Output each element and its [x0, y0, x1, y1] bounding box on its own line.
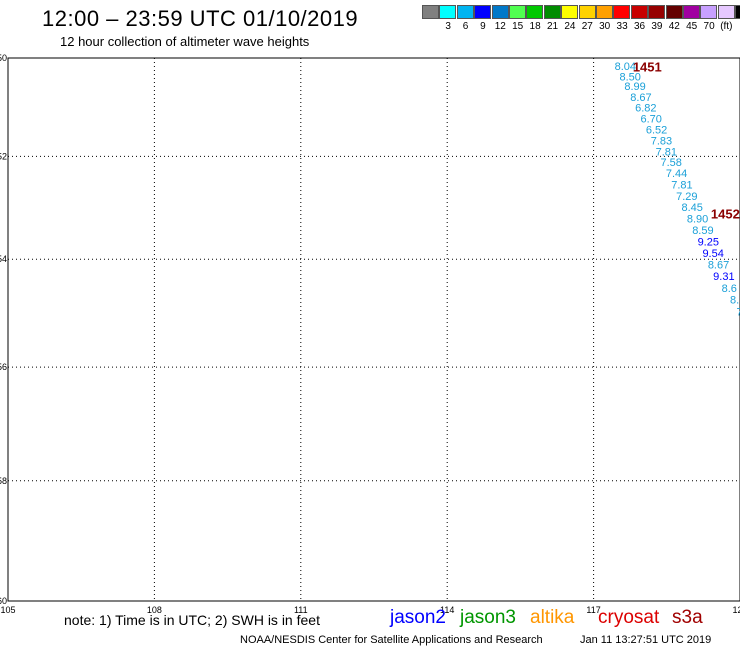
- credit-text: NOAA/NESDIS Center for Satellite Applica…: [240, 634, 543, 646]
- wave-height-label: 8.59: [692, 225, 713, 237]
- wave-height-label: 7.58: [660, 157, 681, 169]
- legend-label: 30: [599, 21, 611, 32]
- legend-swatch: [561, 5, 579, 19]
- wave-height-label: 9.31: [713, 271, 734, 283]
- wave-height-label: 9.25: [698, 236, 719, 248]
- legend-swatch: [439, 5, 457, 19]
- wave-height-label: 9.54: [702, 248, 723, 260]
- time-label: 1452: [711, 206, 740, 221]
- latitude-tick-label: -54: [0, 254, 7, 264]
- wave-height-label: 8.6: [722, 283, 737, 295]
- satellite-s3a: s3a: [672, 607, 703, 628]
- satellite-altika: altika: [530, 607, 575, 628]
- wave-height-label: 8.50: [619, 71, 640, 83]
- map-frame: [7, 57, 740, 602]
- legend-swatch: [474, 5, 492, 19]
- wave-height-label: 8.45: [681, 202, 702, 214]
- legend-unit: (ft): [720, 21, 733, 32]
- latitude-tick-label: -56: [0, 362, 7, 372]
- wave-height-label: 6.82: [635, 103, 656, 115]
- legend-swatch: [509, 5, 526, 19]
- legend-swatch: [630, 5, 648, 19]
- wave-height-label: 8.04: [615, 61, 636, 73]
- longitude-tick-label: 120: [732, 605, 740, 615]
- legend-label: 15: [512, 21, 524, 32]
- legend-label: 45: [686, 21, 698, 32]
- legend-label: 6: [462, 21, 469, 32]
- longitude-tick-label: 108: [147, 605, 162, 615]
- latitude-tick-label: -52: [0, 151, 7, 161]
- legend-swatch: [700, 5, 718, 19]
- latitude-tick-label: -50: [0, 53, 7, 63]
- legend-swatch: [665, 5, 683, 19]
- legend-label: 33: [616, 21, 628, 32]
- satellite-jason2: jason2: [390, 607, 446, 628]
- longitude-tick-label: 114: [440, 605, 454, 615]
- timestamp-text: Jan 11 13:27:51 UTC 2019: [580, 634, 712, 646]
- wave-height-label: 7.81: [671, 180, 692, 192]
- legend-label: 24: [564, 21, 576, 32]
- wave-height-label: 6.70: [640, 113, 661, 125]
- legend-label: 3: [445, 21, 451, 32]
- wave-height-label: 7: [736, 306, 740, 318]
- wave-height-label: 6.52: [646, 124, 667, 136]
- legend-swatch: [578, 5, 596, 19]
- legend-label: 27: [581, 21, 593, 32]
- legend-label: 18: [529, 21, 541, 32]
- legend-swatch: [526, 5, 544, 19]
- wave-height-map: 105 108 111 114 117 120 -50 -52 -54 -56 -58 -60 8.04…: [0, 53, 740, 615]
- satellite-jason3: jason3: [460, 607, 516, 628]
- chart-title: 12:00 – 23:59 UTC 01/10/2019: [42, 6, 359, 31]
- wave-height-label: 8.90: [687, 214, 708, 226]
- satellite-cryosat: cryosat: [598, 607, 660, 628]
- legend-label: 39: [651, 21, 663, 32]
- wave-height-label: 7.44: [666, 168, 687, 180]
- legend-swatch: [717, 5, 735, 19]
- latitude-tick-label: -60: [0, 596, 7, 606]
- map-plot: 105 108 111 114 117 120 -50 -52 -54 -56 -58 -60 8.04…: [0, 53, 740, 615]
- legend-swatch: [422, 5, 439, 19]
- time-label: 1451: [633, 60, 662, 75]
- chart-subtitle: 12 hour collection of altimeter wave hei…: [60, 34, 310, 49]
- longitude-tick-label: 105: [0, 605, 15, 615]
- wave-height-label: 8.: [730, 295, 739, 307]
- legend-swatch: [456, 5, 474, 19]
- wave-height-label: 8.67: [630, 92, 651, 104]
- footer-note: note: 1) Time is in UTC; 2) SWH is in fe…: [64, 612, 320, 628]
- legend-swatch: [543, 5, 561, 19]
- legend-label: 21: [546, 21, 559, 32]
- wave-height-label: 7.83: [651, 135, 672, 147]
- longitude-tick-label: 117: [586, 605, 600, 615]
- legend-swatch: [596, 5, 613, 19]
- legend-swatch: [613, 5, 631, 19]
- legend-swatch: [648, 5, 666, 19]
- legend-label: 42: [668, 21, 680, 32]
- legend-label: 70: [703, 21, 715, 32]
- legend-swatch: [491, 5, 509, 19]
- wave-height-label: 7.81: [656, 146, 677, 158]
- latitude-tick-label: -58: [0, 476, 7, 486]
- legend-swatch: [735, 5, 740, 19]
- legend-label: 36: [633, 21, 646, 32]
- wave-height-label: 8.99: [624, 81, 645, 93]
- wave-height-label: 7.29: [676, 191, 697, 203]
- legend-label: 12: [494, 21, 506, 32]
- longitude-tick-label: 111: [294, 605, 308, 615]
- legend-label: 9: [480, 21, 486, 32]
- legend-swatch: [683, 5, 700, 19]
- wave-height-label: 8.67: [708, 259, 729, 271]
